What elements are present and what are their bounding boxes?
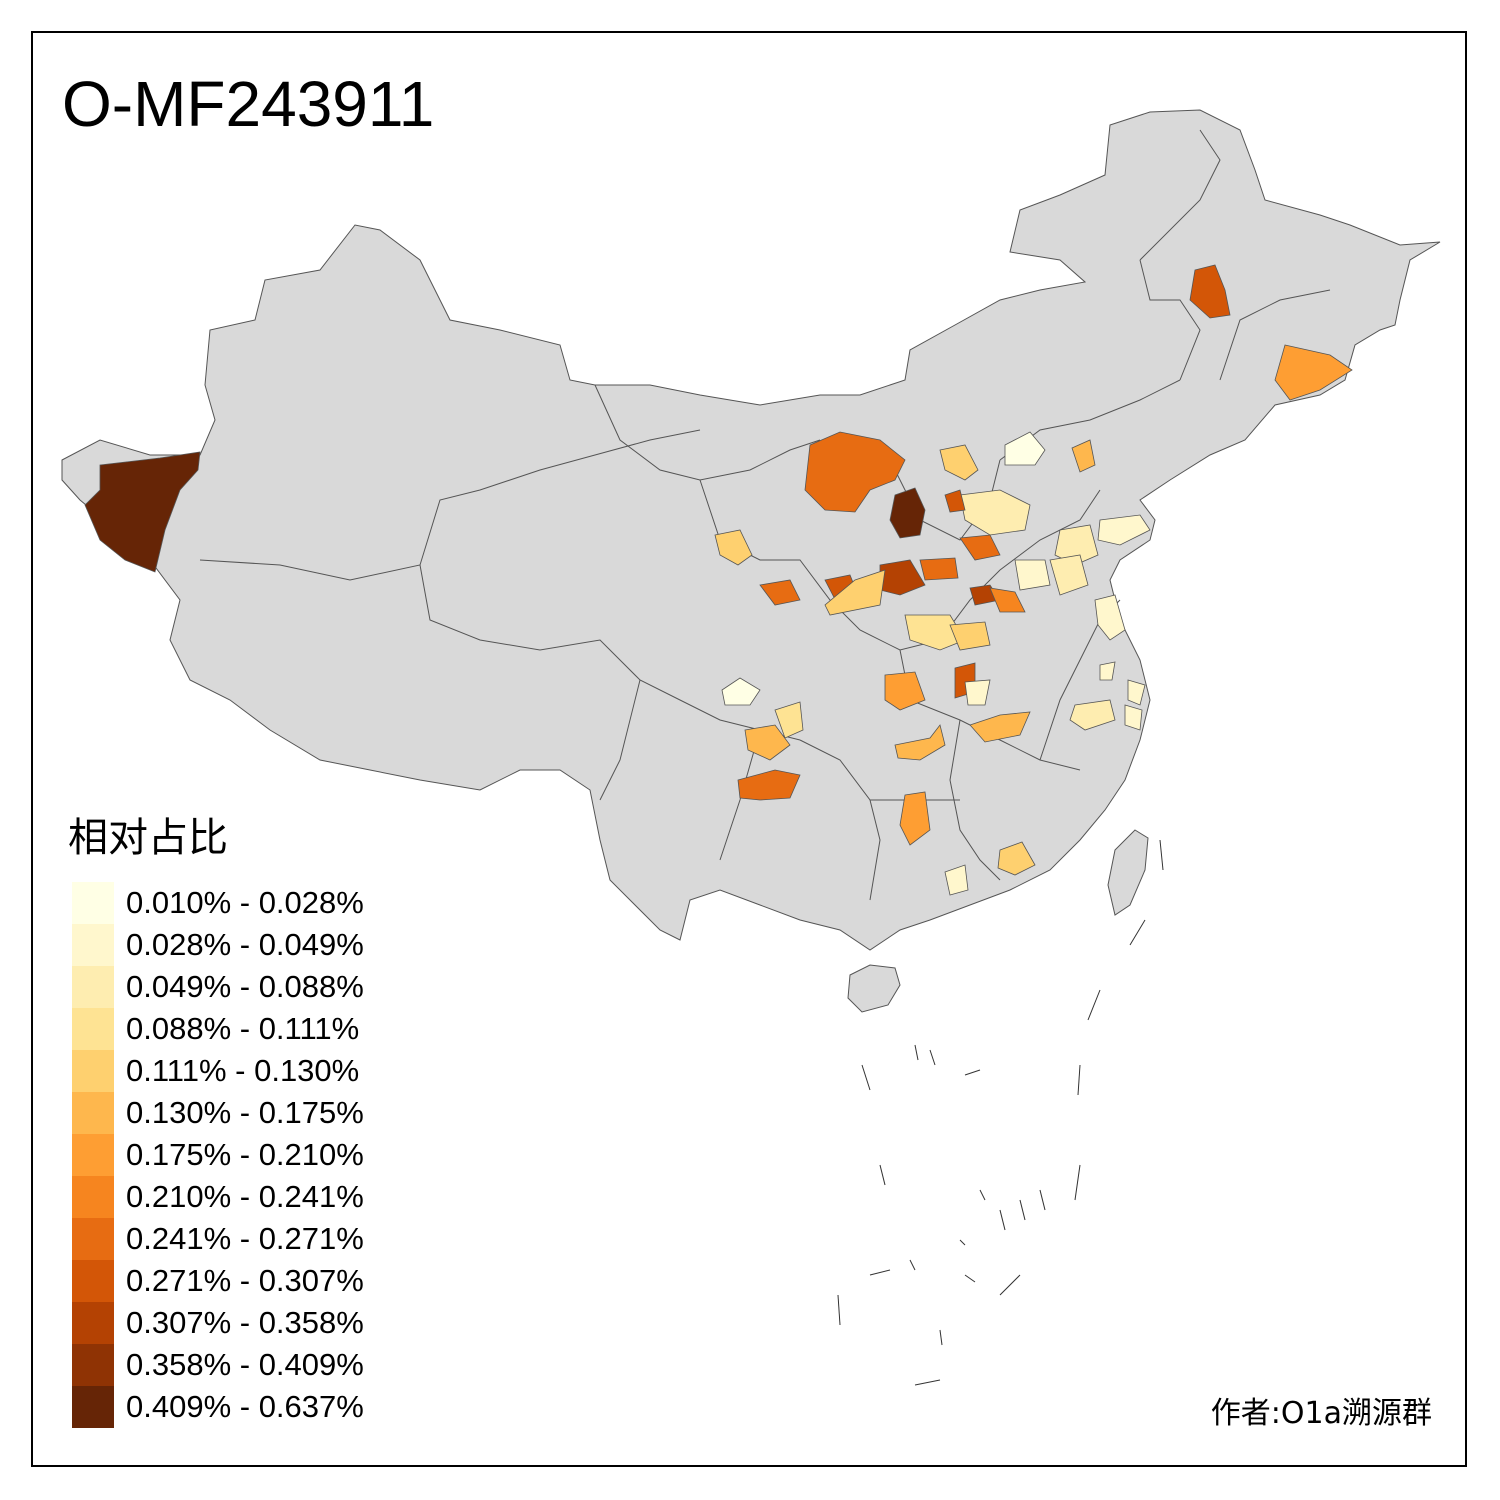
region-inner-mongolia (804, 431, 906, 513)
legend-swatch (72, 1092, 114, 1134)
south-china-sea-islands (837, 839, 1164, 1386)
legend-title: 相对占比 (68, 815, 228, 861)
region-hubei-north2 (964, 679, 991, 706)
hainan-island (847, 964, 901, 1013)
region-jiangxi-north (969, 711, 1031, 743)
legend-label: 0.358% - 0.409% (126, 1347, 364, 1382)
region-hebei-south (1014, 559, 1051, 591)
region-gansu-mid (824, 569, 886, 616)
legend-item: 0.271% - 0.307% (72, 1260, 412, 1302)
legend-swatch (72, 1344, 114, 1386)
highlighted-regions (84, 264, 1353, 896)
legend-label: 0.088% - 0.111% (126, 1011, 360, 1046)
legend-item: 0.358% - 0.409% (72, 1344, 412, 1386)
region-beijing (1004, 431, 1046, 466)
legend-label: 0.271% - 0.307% (126, 1263, 364, 1298)
legend-label: 0.010% - 0.028% (126, 885, 364, 920)
region-west-xinjiang (84, 451, 201, 573)
region-shaanxi-mid (919, 557, 959, 581)
region-heilongjiang (1189, 264, 1231, 319)
legend-label: 0.111% - 0.130% (126, 1053, 360, 1088)
region-hunan-north (894, 724, 946, 761)
region-shandong-south (1049, 554, 1089, 596)
legend-swatch (72, 1302, 114, 1344)
legend-label: 0.175% - 0.210% (126, 1137, 364, 1172)
legend: 0.010% - 0.028% 0.028% - 0.049% 0.049% -… (72, 882, 412, 1428)
region-guangdong-west (944, 864, 969, 896)
region-henan-mid (949, 621, 991, 651)
legend-item: 0.049% - 0.088% (72, 966, 412, 1008)
region-yunnan-north (737, 769, 801, 801)
legend-item: 0.307% - 0.358% (72, 1302, 412, 1344)
legend-item: 0.010% - 0.028% (72, 882, 412, 924)
mainland-outline (61, 109, 1441, 951)
legend-swatch (72, 966, 114, 1008)
region-sichuan-south (744, 724, 791, 761)
legend-item: 0.210% - 0.241% (72, 1176, 412, 1218)
region-shanxi-north (889, 487, 926, 539)
region-anhui-south (1069, 699, 1116, 731)
region-hebei-west (939, 444, 979, 481)
legend-swatch (72, 1386, 114, 1428)
legend-label: 0.307% - 0.358% (126, 1305, 364, 1340)
region-hubei-west (884, 671, 926, 711)
region-hunan-south (899, 791, 931, 846)
legend-item: 0.130% - 0.175% (72, 1092, 412, 1134)
legend-swatch (72, 1176, 114, 1218)
region-guangdong-east (997, 841, 1036, 876)
legend-label: 0.130% - 0.175% (126, 1095, 364, 1130)
region-jilin-east (1274, 344, 1353, 401)
legend-swatch (72, 1218, 114, 1260)
region-sichuan-mid (774, 701, 804, 739)
region-shanxi-south (944, 489, 966, 513)
region-zhejiang-north (1124, 704, 1143, 731)
region-shandong-mid (1054, 524, 1099, 566)
legend-item: 0.111% - 0.130% (72, 1050, 412, 1092)
legend-swatch (72, 1134, 114, 1176)
region-hebei-cluster (959, 489, 1031, 536)
region-liaoning (1071, 439, 1096, 473)
legend-item: 0.088% - 0.111% (72, 1008, 412, 1050)
region-jiangsu-mid (1099, 661, 1116, 681)
legend-label: 0.210% - 0.241% (126, 1179, 364, 1214)
region-qinghai-east (759, 579, 801, 606)
legend-item: 0.409% - 0.637% (72, 1386, 412, 1428)
china-landmass (61, 109, 1441, 1013)
region-gansu-west (714, 529, 753, 566)
region-sichuan-west (721, 677, 761, 706)
region-jiangsu-north (1094, 594, 1126, 641)
legend-label: 0.049% - 0.088% (126, 969, 364, 1004)
region-henan-north2 (989, 587, 1026, 613)
legend-label: 0.409% - 0.637% (126, 1389, 364, 1424)
legend-item: 0.175% - 0.210% (72, 1134, 412, 1176)
region-shanghai-area (1127, 679, 1146, 706)
legend-item: 0.241% - 0.271% (72, 1218, 412, 1260)
legend-swatch (72, 882, 114, 924)
legend-label: 0.241% - 0.271% (126, 1221, 364, 1256)
legend-swatch (72, 1008, 114, 1050)
author-credit: 作者:O1a溯源群 (1210, 1396, 1432, 1431)
region-henan-west (904, 614, 966, 651)
legend-swatch (72, 1050, 114, 1092)
region-shandong-east (1097, 514, 1151, 546)
taiwan-island (1107, 829, 1149, 916)
legend-label: 0.028% - 0.049% (126, 927, 364, 962)
region-shanxi-mid (959, 534, 1001, 561)
legend-swatch (72, 924, 114, 966)
legend-swatch (72, 1260, 114, 1302)
legend-item: 0.028% - 0.049% (72, 924, 412, 966)
map-title: O-MF243911 (62, 68, 435, 140)
